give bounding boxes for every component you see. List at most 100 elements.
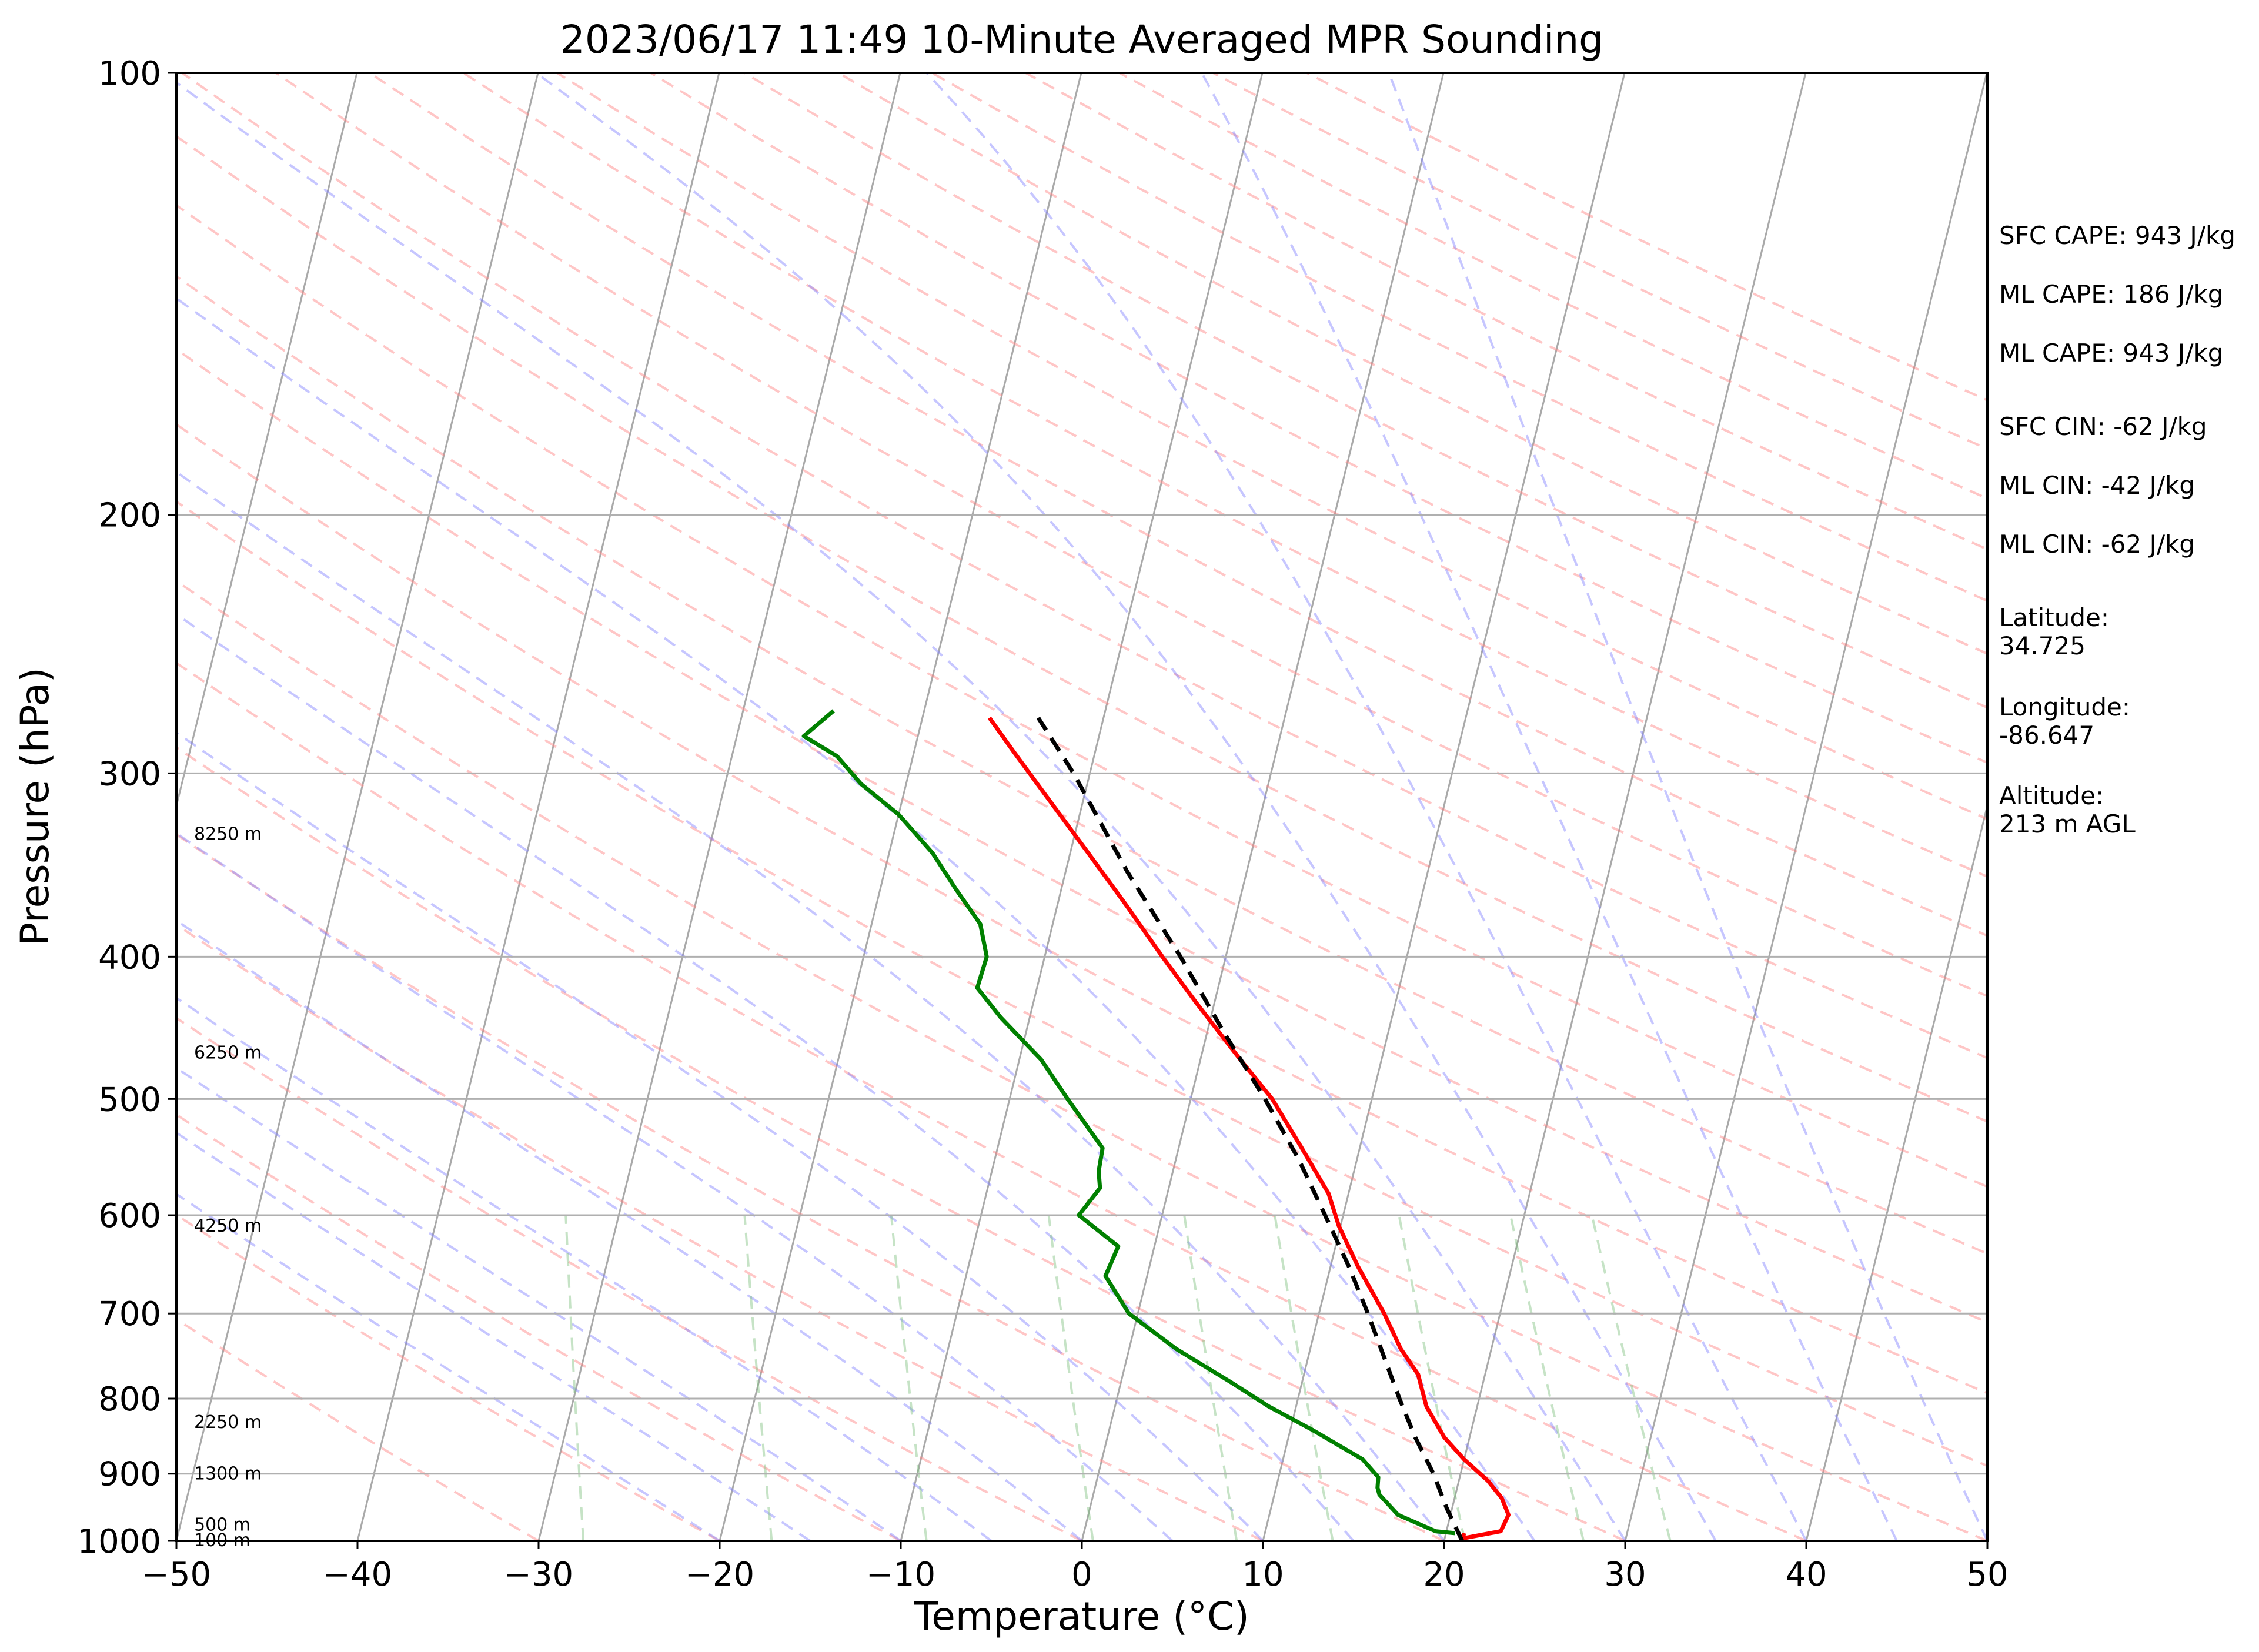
dry-adiabat-line <box>176 1317 540 1541</box>
moist-adiabat-line <box>176 919 1083 1541</box>
annotation-line: SFC CAPE: 943 J/kg <box>1999 221 2235 250</box>
x-tick-label: −20 <box>685 1556 754 1594</box>
y-tick-label: 600 <box>98 1197 161 1235</box>
moist-adiabat-line <box>176 731 1264 1541</box>
moist-adiabat-line <box>176 1192 721 1541</box>
dry-adiabat-line <box>176 1113 901 1541</box>
mixing-ratio-line <box>1183 1215 1238 1541</box>
parcel-line <box>1036 717 1464 1541</box>
x-axis-ticks: −50 −40 −30 −20 −10 0 10 20 30 40 50 <box>142 1541 2009 1594</box>
dry-adiabat-line <box>369 73 1987 937</box>
annotation-line: ML CAPE: 186 J/kg <box>1999 280 2223 309</box>
moist-adiabat-line <box>176 1131 811 1541</box>
annotation-line: Altitude: <box>1999 781 2104 810</box>
mixing-ratio-line <box>890 1215 928 1541</box>
x-tick-label: 30 <box>1604 1556 1646 1594</box>
isotherm-line <box>1624 73 1987 1541</box>
y-tick-label: 1000 <box>77 1523 161 1561</box>
y-axis-ticks: 100 200 300 400 500 600 700 800 900 1000 <box>77 55 176 1561</box>
annotation-text: Latitude: 34.725 <box>1999 603 2109 660</box>
dry-adiabat-line <box>176 745 1626 1541</box>
annotation-line: ML CAPE: 943 J/kg <box>1999 339 2223 367</box>
y-tick-label: 400 <box>98 938 161 977</box>
annotation-line: ML CIN: -62 J/kg <box>1999 530 2195 559</box>
dry-adiabat-line <box>176 203 1987 1188</box>
dry-adiabat-line <box>462 73 1987 878</box>
sounding-series <box>801 709 1511 1541</box>
height-label: 8250 m <box>194 824 262 845</box>
annotation-text: ML CIN: -62 J/kg <box>1999 530 2195 559</box>
reference-lines <box>176 73 1987 1541</box>
annotation-line: Latitude: <box>1999 603 2109 632</box>
isotherm-line <box>1443 73 1807 1541</box>
moist-adiabat-line <box>1388 73 1987 1541</box>
dry-adiabat-line <box>181 73 1987 1059</box>
dry-adiabat-line <box>650 73 1987 764</box>
annotation-line: Longitude: <box>1999 693 2130 721</box>
annotation-line: -86.647 <box>1999 721 2094 750</box>
mixing-ratio-line <box>564 1215 585 1541</box>
isotherm-line <box>176 73 358 810</box>
x-tick-label: 10 <box>1242 1556 1284 1594</box>
y-tick-label: 700 <box>98 1295 161 1333</box>
annotation-text: SFC CAPE: 943 J/kg <box>1999 221 2235 250</box>
x-tick-label: −30 <box>504 1556 573 1594</box>
height-label: 4250 m <box>194 1216 262 1236</box>
annotation-line: SFC CIN: -62 J/kg <box>1999 412 2207 441</box>
height-label: 6250 m <box>194 1043 262 1064</box>
annotation-line: 213 m AGL <box>1999 810 2136 838</box>
moist-adiabat-line <box>925 73 1807 1541</box>
isotherm-line <box>537 73 901 1541</box>
dry-adiabat-line <box>176 500 1987 1467</box>
y-axis-label: Pressure (hPa) <box>12 667 58 945</box>
isotherm-line <box>1081 73 1445 1541</box>
moist-adiabat-line <box>176 297 1536 1541</box>
side-annotations: SFC CAPE: 943 J/kg ML CAPE: 186 J/kg ML CA… <box>1999 221 2235 838</box>
chart-title: 2023/06/17 11:49 10-Minute Averaged MPR … <box>560 17 1603 62</box>
y-tick-label: 800 <box>98 1380 161 1419</box>
y-tick-label: 200 <box>98 497 161 535</box>
height-label: 1300 m <box>194 1464 262 1484</box>
moist-adiabat-line <box>176 996 993 1541</box>
x-tick-label: 50 <box>1966 1556 2008 1594</box>
mixing-ratio-line <box>1398 1215 1466 1541</box>
x-tick-label: 40 <box>1785 1556 1827 1594</box>
mixing-ratio-line <box>743 1215 773 1541</box>
x-tick-label: 20 <box>1423 1556 1465 1594</box>
x-tick-label: −50 <box>142 1556 211 1594</box>
annotation-text: ML CAPE: 943 J/kg <box>1999 339 2223 367</box>
moist-adiabat-line <box>176 470 1445 1541</box>
y-tick-label: 900 <box>98 1456 161 1494</box>
isotherm-line <box>1262 73 1626 1541</box>
y-tick-label: 300 <box>98 755 161 793</box>
moist-adiabat-line <box>535 73 1717 1541</box>
dry-adiabat-line <box>176 833 1445 1541</box>
mixing-ratio-line <box>1047 1215 1094 1541</box>
dry-adiabat-line <box>176 661 1807 1541</box>
temperature-line <box>987 716 1511 1541</box>
height-label: 2250 m <box>194 1412 262 1433</box>
annotation-line: 34.725 <box>1999 631 2086 660</box>
dry-adiabat-line <box>176 423 1987 1394</box>
mixing-ratio-line <box>1509 1215 1585 1541</box>
x-axis-label: Temperature (°C) <box>914 1594 1249 1639</box>
annotation-text: Longitude: -86.647 <box>1999 693 2130 750</box>
height-label: 500 m <box>194 1515 250 1536</box>
moist-adiabat-line <box>176 832 1174 1541</box>
x-tick-label: −40 <box>323 1556 392 1594</box>
annotation-text: ML CAPE: 186 J/kg <box>1999 280 2223 309</box>
annotation-text: ML CIN: -42 J/kg <box>1999 471 2195 500</box>
annotation-line: ML CIN: -42 J/kg <box>1999 471 2195 500</box>
isotherm-line <box>176 73 539 1541</box>
moist-adiabat-line <box>1201 73 1898 1541</box>
y-tick-label: 100 <box>98 55 161 93</box>
x-tick-label: −10 <box>866 1556 935 1594</box>
annotation-text: Altitude: 213 m AGL <box>1999 781 2136 838</box>
x-tick-label: 0 <box>1071 1556 1092 1594</box>
isotherm-line <box>719 73 1082 1541</box>
y-tick-label: 500 <box>98 1081 161 1119</box>
dry-adiabat-line <box>176 923 1264 1541</box>
mixing-ratio-line <box>1590 1215 1672 1541</box>
